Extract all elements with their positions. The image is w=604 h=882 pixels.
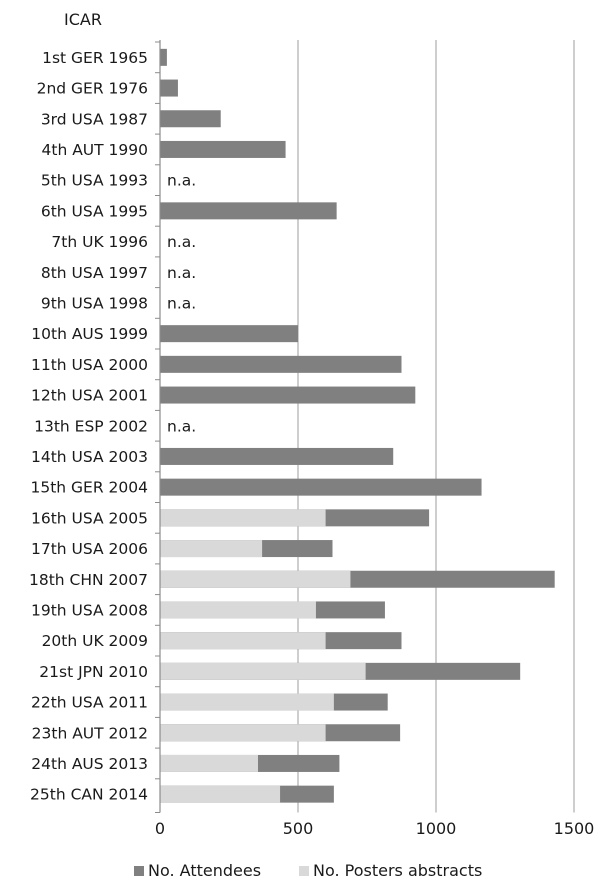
bar-attendees: [160, 48, 167, 66]
category-label: 8th USA 1997: [41, 264, 148, 282]
bar-posters: [160, 724, 326, 742]
category-label: 14th USA 2003: [31, 448, 148, 466]
category-label: 5th USA 1993: [41, 172, 148, 190]
bar-attendees: [160, 202, 337, 220]
bar-posters: [160, 785, 281, 803]
legend-swatch-attendees: [134, 866, 144, 876]
x-tick-label: 1000: [416, 819, 457, 838]
bar-posters: [160, 754, 258, 772]
category-label: 18th CHN 2007: [29, 571, 148, 589]
x-tick-label: 0: [155, 819, 165, 838]
bar-attendees: [160, 140, 286, 158]
na-label: n.a.: [167, 417, 196, 435]
legend-label-attendees: No. Attendees: [148, 861, 261, 880]
legend: No. Attendees No. Posters abstracts: [134, 861, 482, 880]
bar-posters: [160, 570, 351, 588]
category-label: 12th USA 2001: [31, 387, 148, 405]
category-label: 15th GER 2004: [31, 479, 149, 497]
category-label: 21st JPN 2010: [39, 663, 148, 681]
na-label: n.a.: [167, 172, 196, 190]
category-label: 11th USA 2000: [31, 356, 148, 374]
category-label: 7th UK 1996: [51, 233, 148, 251]
x-tick-label: 1500: [554, 819, 595, 838]
category-label: 20th UK 2009: [42, 632, 148, 650]
category-label: 19th USA 2008: [31, 601, 148, 619]
category-label: 6th USA 1995: [41, 202, 148, 220]
category-label: 3rd USA 1987: [41, 110, 148, 128]
category-label: 25th CAN 2014: [30, 786, 148, 804]
category-label: 4th AUT 1990: [42, 141, 148, 159]
bar-posters: [160, 632, 326, 650]
chart-title: ICAR: [64, 10, 102, 29]
category-labels: 1st GER 1965 2nd GER 1976 3rd USA 1987 4th …: [29, 41, 160, 813]
category-label: 10th AUS 1999: [31, 325, 148, 343]
category-label: 16th USA 2005: [31, 509, 148, 527]
x-tick-labels: 0 500 1000 1500: [155, 819, 594, 838]
bar-attendees: [160, 110, 221, 128]
category-label: 24th AUS 2013: [31, 755, 148, 773]
na-label: n.a.: [167, 264, 196, 282]
grid-lines: [297, 40, 575, 813]
bars: n.a. n.a. n.a. n.a. n.a.: [160, 48, 555, 803]
bar-posters: [160, 693, 334, 711]
na-label: n.a.: [167, 294, 196, 312]
bar-attendees: [160, 447, 394, 465]
legend-swatch-posters: [299, 866, 309, 876]
category-label: 9th USA 1998: [41, 294, 148, 312]
bar-attendees: [160, 325, 298, 343]
bar-attendees: [160, 478, 482, 496]
na-label: n.a.: [167, 233, 196, 251]
category-label: 13th ESP 2002: [34, 417, 148, 435]
category-label: 17th USA 2006: [31, 540, 148, 558]
legend-label-posters: No. Posters abstracts: [313, 861, 482, 880]
bar-attendees: [160, 79, 178, 97]
category-label: 1st GER 1965: [42, 49, 148, 67]
category-label: 22th USA 2011: [31, 694, 148, 712]
category-label: 23th AUT 2012: [32, 724, 148, 742]
bar-attendees: [160, 386, 416, 404]
x-tick-label: 500: [283, 819, 314, 838]
bar-posters: [160, 540, 263, 558]
bar-posters: [160, 601, 316, 619]
bar-attendees: [160, 355, 402, 373]
category-label: 2nd GER 1976: [37, 80, 148, 98]
bar-posters: [160, 662, 366, 680]
bar-posters: [160, 509, 326, 527]
